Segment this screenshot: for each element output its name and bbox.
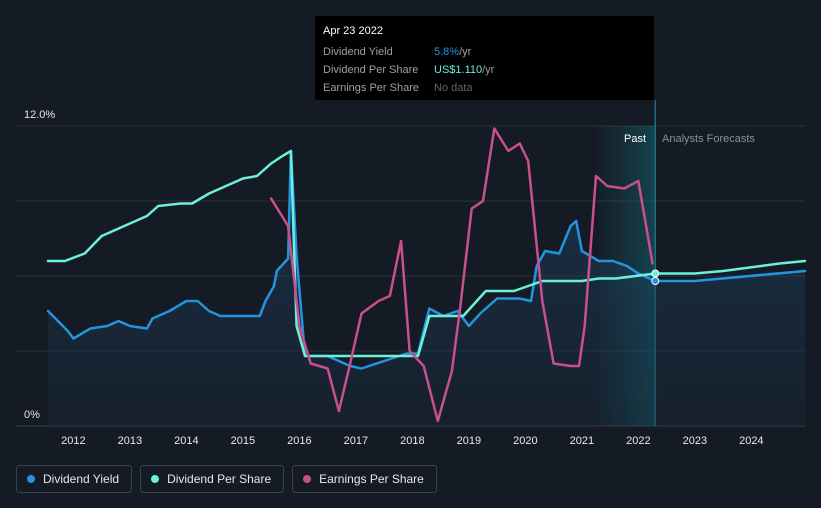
x-tick-label: 2012 <box>61 435 85 447</box>
legend-dot-icon <box>151 475 160 483</box>
tooltip-label: Dividend Per Share <box>323 64 419 76</box>
tooltip-unit: /yr <box>459 46 472 58</box>
dividend-yield-area <box>48 151 805 426</box>
legend-dot-icon <box>303 475 312 483</box>
x-tick-label: 2013 <box>118 435 142 447</box>
dividend-per-share-line <box>46 149 807 358</box>
x-tick-label: 2021 <box>570 435 594 447</box>
tooltip-unit: /yr <box>482 64 495 76</box>
dividend-per-share-marker <box>651 269 660 278</box>
legend-dot-icon <box>27 475 35 483</box>
x-tick-label: 2024 <box>739 435 763 447</box>
y-tick-label: 0% <box>24 409 40 421</box>
legend-label: Dividend Yield <box>43 472 120 486</box>
tooltip-label: Dividend Yield <box>323 46 393 58</box>
forecast-region-label: Analysts Forecasts <box>662 133 755 145</box>
dividend-yield-marker <box>651 277 660 285</box>
past-region-label: Past <box>624 133 646 145</box>
x-tick-label: 2018 <box>400 435 424 447</box>
x-tick-label: 2016 <box>287 435 311 447</box>
tooltip-value: No data <box>434 82 473 94</box>
y-tick-label: 12.0% <box>24 109 55 121</box>
x-tick-label: 2019 <box>457 435 481 447</box>
x-tick-label: 2022 <box>626 435 650 447</box>
x-tick-label: 2015 <box>231 435 255 447</box>
tooltip-value: US$1.110 <box>434 64 483 76</box>
legend-dividend-per-share[interactable]: Dividend Per Share <box>140 465 285 493</box>
tooltip-row-earnings-per-share: Earnings Per Share No data <box>323 79 646 97</box>
earnings-per-share-line <box>269 127 654 423</box>
hover-tooltip: Apr 23 2022 Dividend Yield 5.8% /yr Divi… <box>315 16 654 100</box>
x-tick-label: 2017 <box>344 435 368 447</box>
chart-legend: Dividend Yield Dividend Per Share Earnin… <box>16 465 437 493</box>
legend-dividend-yield[interactable]: Dividend Yield <box>16 465 133 493</box>
x-tick-label: 2020 <box>513 435 537 447</box>
x-tick-label: 2014 <box>174 435 198 447</box>
tooltip-value: 5.8% <box>434 46 460 58</box>
tooltip-row-dividend-yield: Dividend Yield 5.8% /yr <box>323 43 646 61</box>
tooltip-date: Apr 23 2022 <box>323 25 383 37</box>
dividend-yield-line <box>46 149 807 370</box>
tooltip-label: Earnings Per Share <box>323 82 419 94</box>
legend-label: Dividend Per Share <box>167 472 272 486</box>
series-layer <box>46 127 807 426</box>
tooltip-row-dividend-per-share: Dividend Per Share US$1.110 /yr <box>323 61 646 79</box>
x-tick-label: 2023 <box>683 435 707 447</box>
legend-label: Earnings Per Share <box>319 472 424 486</box>
legend-earnings-per-share[interactable]: Earnings Per Share <box>292 465 437 493</box>
axis-layer: 12.0% 0% 2012 2013 2014 2015 2016 2017 2018 2019 2… <box>24 109 764 447</box>
